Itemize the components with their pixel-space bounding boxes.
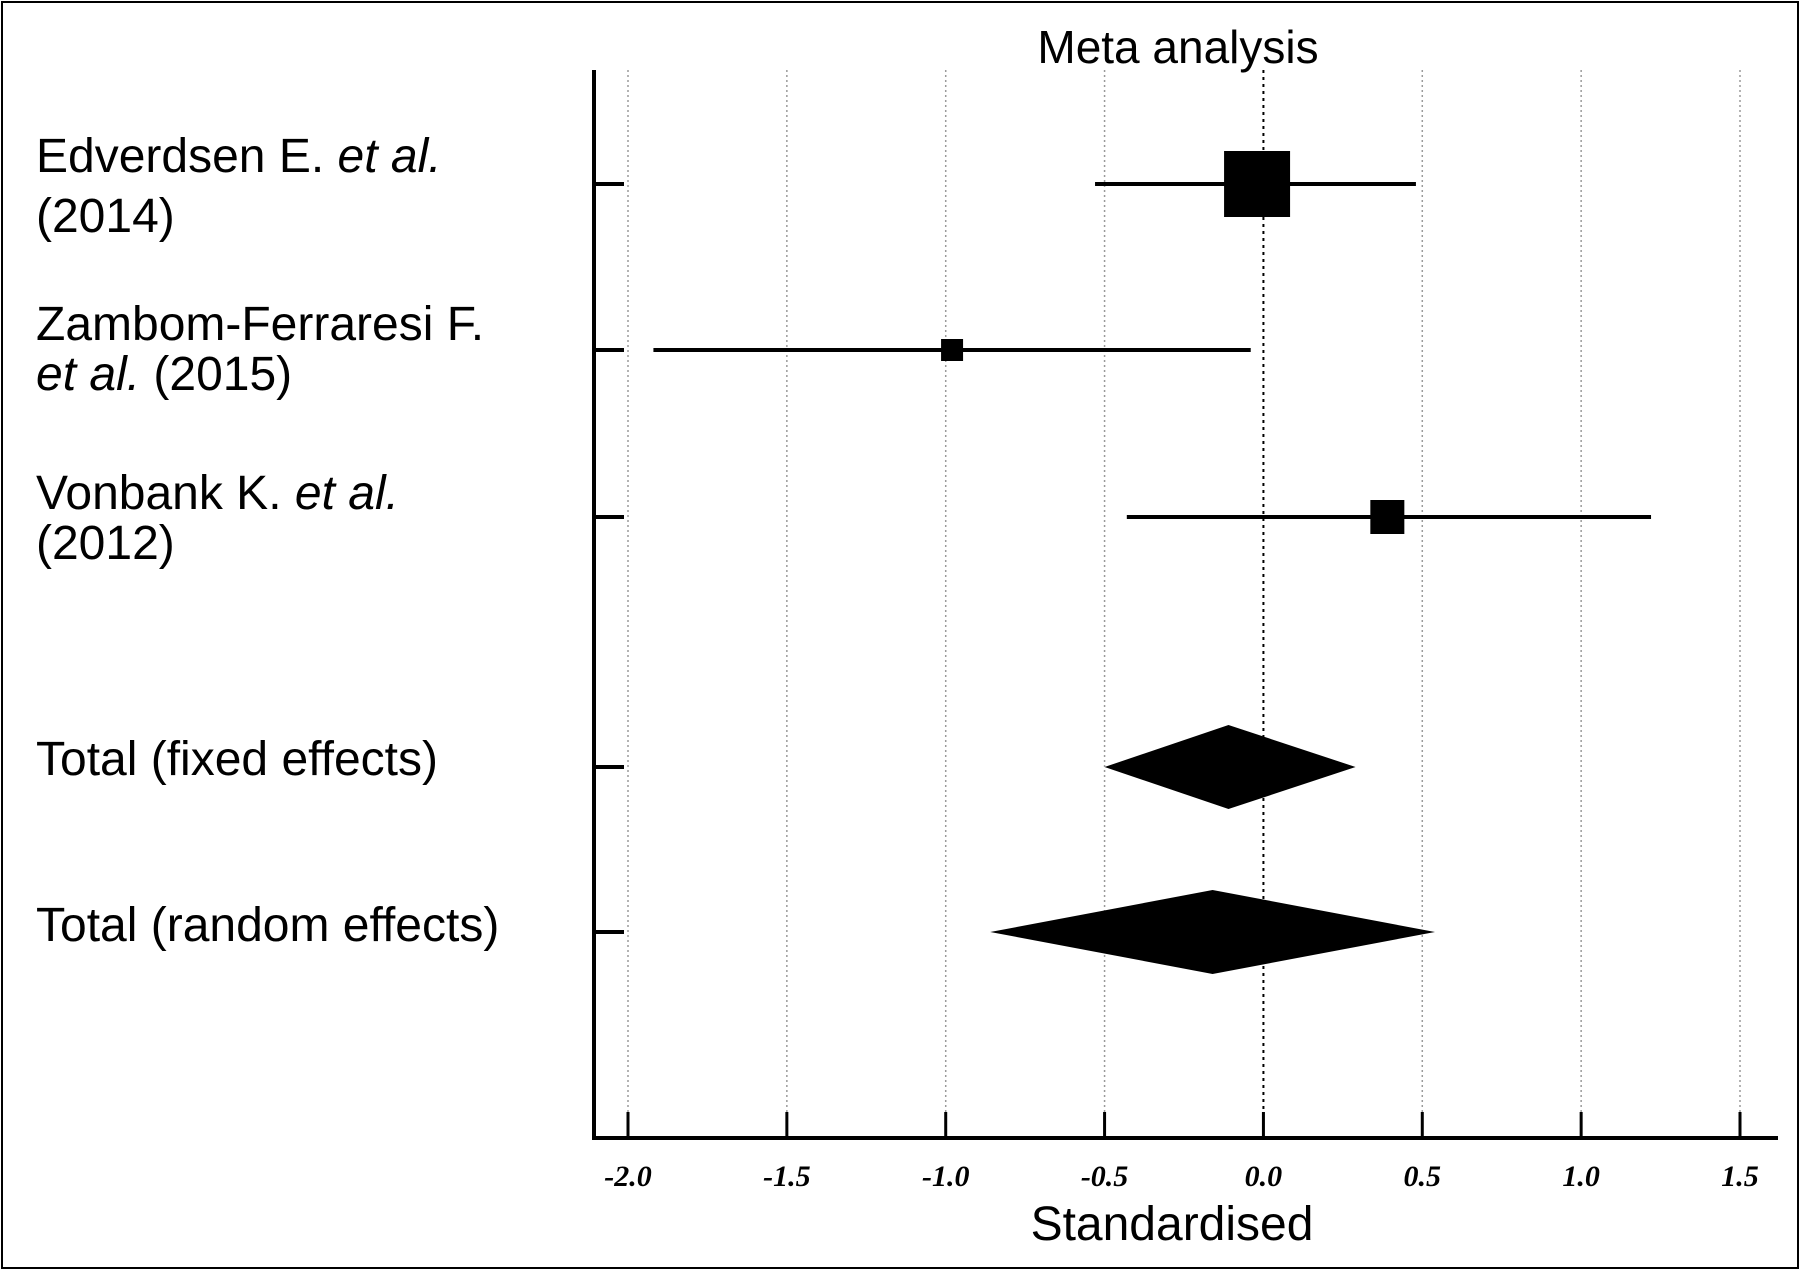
x-tick-label: -2.0: [604, 1160, 652, 1193]
study-label-zambom-line2: et al. (2015): [36, 351, 292, 399]
effect-square-1: [941, 339, 964, 361]
study-label-etal: et al.: [36, 348, 141, 401]
x-tick-label: -1.5: [763, 1160, 811, 1193]
x-axis-label: Standardised: [1031, 1198, 1314, 1251]
pooled-label-random: Total (random effects): [36, 899, 500, 952]
pooled-diamond-1: [990, 890, 1435, 974]
study-label-text: Edverdsen E.: [36, 130, 338, 183]
study-label-text: Vonbank K.: [36, 467, 295, 520]
effect-square-0: [1224, 151, 1291, 217]
study-label-edverdsen: Edverdsen E. et al.: [36, 133, 442, 181]
x-tick-label: -1.0: [922, 1160, 970, 1193]
study-label-year: (2015): [140, 348, 293, 401]
x-tick-label: 0.5: [1404, 1160, 1442, 1193]
pooled-diamond-0: [1104, 725, 1356, 809]
x-tick-label: -0.5: [1081, 1160, 1129, 1193]
study-label-year: (2014): [36, 190, 175, 243]
x-tick-label: 0.0: [1245, 1160, 1283, 1193]
effect-square-2: [1370, 500, 1405, 534]
x-tick-label: 1.0: [1562, 1160, 1600, 1193]
study-label-vonbank: Vonbank K. et al.: [36, 470, 399, 518]
chart-title: Meta analysis: [1037, 21, 1318, 73]
study-label-zambom: Zambom-Ferraresi F.: [36, 298, 485, 351]
study-label-etal: et al.: [294, 467, 399, 520]
pooled-label-fixed: Total (fixed effects): [36, 733, 438, 786]
study-label-etal: et al.: [337, 130, 442, 183]
study-label-year: (2012): [36, 517, 175, 570]
x-tick-label: 1.5: [1721, 1160, 1759, 1193]
